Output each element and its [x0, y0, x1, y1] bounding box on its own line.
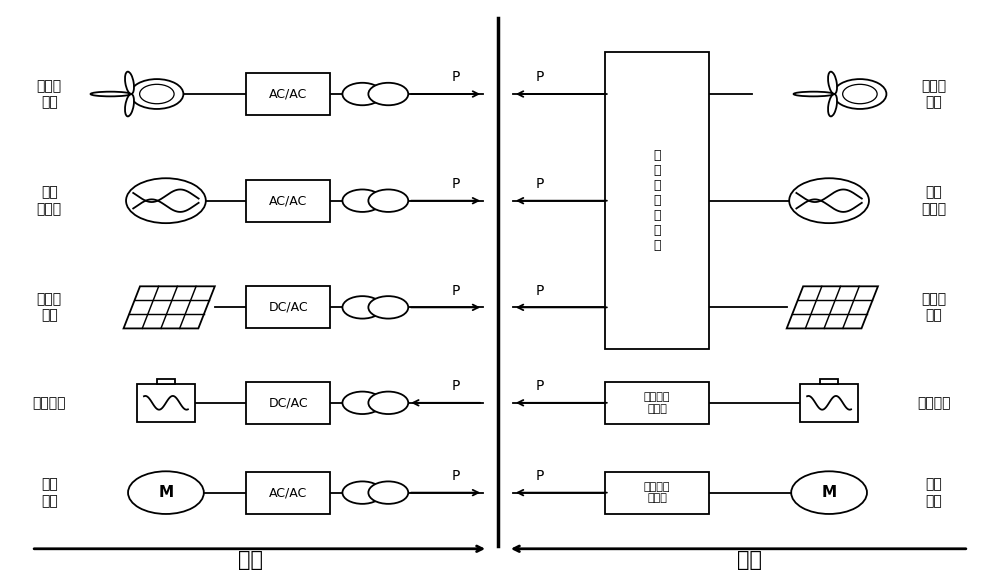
- Text: 高频变压
器系统: 高频变压 器系统: [644, 392, 670, 414]
- Text: AC/AC: AC/AC: [269, 88, 307, 101]
- Text: P: P: [536, 177, 544, 191]
- Circle shape: [368, 392, 408, 414]
- Ellipse shape: [125, 94, 134, 116]
- Circle shape: [833, 79, 886, 109]
- Text: P: P: [536, 379, 544, 393]
- Circle shape: [128, 471, 204, 514]
- Text: 风力发
电厂: 风力发 电厂: [921, 79, 946, 109]
- Ellipse shape: [794, 92, 833, 96]
- Text: 将来: 将来: [737, 550, 762, 570]
- Text: 电力
牵引: 电力 牵引: [41, 478, 58, 508]
- Text: P: P: [452, 469, 460, 483]
- Circle shape: [342, 392, 382, 414]
- Bar: [246, 287, 330, 328]
- Text: P: P: [536, 284, 544, 297]
- Bar: [800, 384, 858, 422]
- Circle shape: [368, 482, 408, 504]
- Bar: [246, 471, 330, 514]
- Bar: [605, 382, 709, 424]
- Circle shape: [791, 471, 867, 514]
- Ellipse shape: [828, 72, 837, 94]
- Text: DC/AC: DC/AC: [268, 301, 308, 314]
- Text: P: P: [452, 284, 460, 297]
- Text: P: P: [452, 70, 460, 84]
- Ellipse shape: [125, 72, 134, 94]
- Bar: [820, 379, 838, 384]
- Text: 潮汐
发电厂: 潮汐 发电厂: [37, 185, 62, 216]
- Text: P: P: [452, 177, 460, 191]
- Text: P: P: [536, 70, 544, 84]
- Polygon shape: [124, 287, 215, 328]
- Circle shape: [126, 178, 206, 223]
- Text: DC/AC: DC/AC: [268, 396, 308, 410]
- Text: M: M: [158, 485, 173, 500]
- Circle shape: [368, 296, 408, 319]
- Text: 太阳能
电厂: 太阳能 电厂: [37, 292, 62, 323]
- Circle shape: [342, 482, 382, 504]
- Polygon shape: [787, 287, 878, 328]
- Ellipse shape: [91, 92, 130, 96]
- Bar: [246, 180, 330, 222]
- Text: 太阳能
电厂: 太阳能 电厂: [921, 292, 946, 323]
- Bar: [157, 379, 175, 384]
- Bar: [605, 52, 709, 349]
- Circle shape: [342, 83, 382, 105]
- Circle shape: [368, 83, 408, 105]
- Circle shape: [342, 189, 382, 212]
- Text: 高频变压
器系统: 高频变压 器系统: [644, 482, 670, 503]
- Text: AC/AC: AC/AC: [269, 194, 307, 207]
- Circle shape: [789, 178, 869, 223]
- Bar: [246, 382, 330, 424]
- Text: 高
频
变
压
器
系
统: 高 频 变 压 器 系 统: [653, 149, 661, 252]
- Text: 电能存储: 电能存储: [33, 396, 66, 410]
- Text: AC/AC: AC/AC: [269, 486, 307, 499]
- Circle shape: [368, 189, 408, 212]
- Text: 风力发
电厂: 风力发 电厂: [37, 79, 62, 109]
- Ellipse shape: [828, 94, 837, 116]
- Text: 电力
牵引: 电力 牵引: [925, 478, 942, 508]
- Bar: [605, 471, 709, 514]
- Text: M: M: [822, 485, 837, 500]
- Circle shape: [130, 79, 183, 109]
- Bar: [137, 384, 195, 422]
- Circle shape: [342, 296, 382, 319]
- Text: P: P: [536, 469, 544, 483]
- Text: 现在: 现在: [238, 550, 263, 570]
- Text: 潮汐
发电厂: 潮汐 发电厂: [921, 185, 946, 216]
- Text: 电能存储: 电能存储: [917, 396, 951, 410]
- Bar: [246, 73, 330, 115]
- Text: P: P: [452, 379, 460, 393]
